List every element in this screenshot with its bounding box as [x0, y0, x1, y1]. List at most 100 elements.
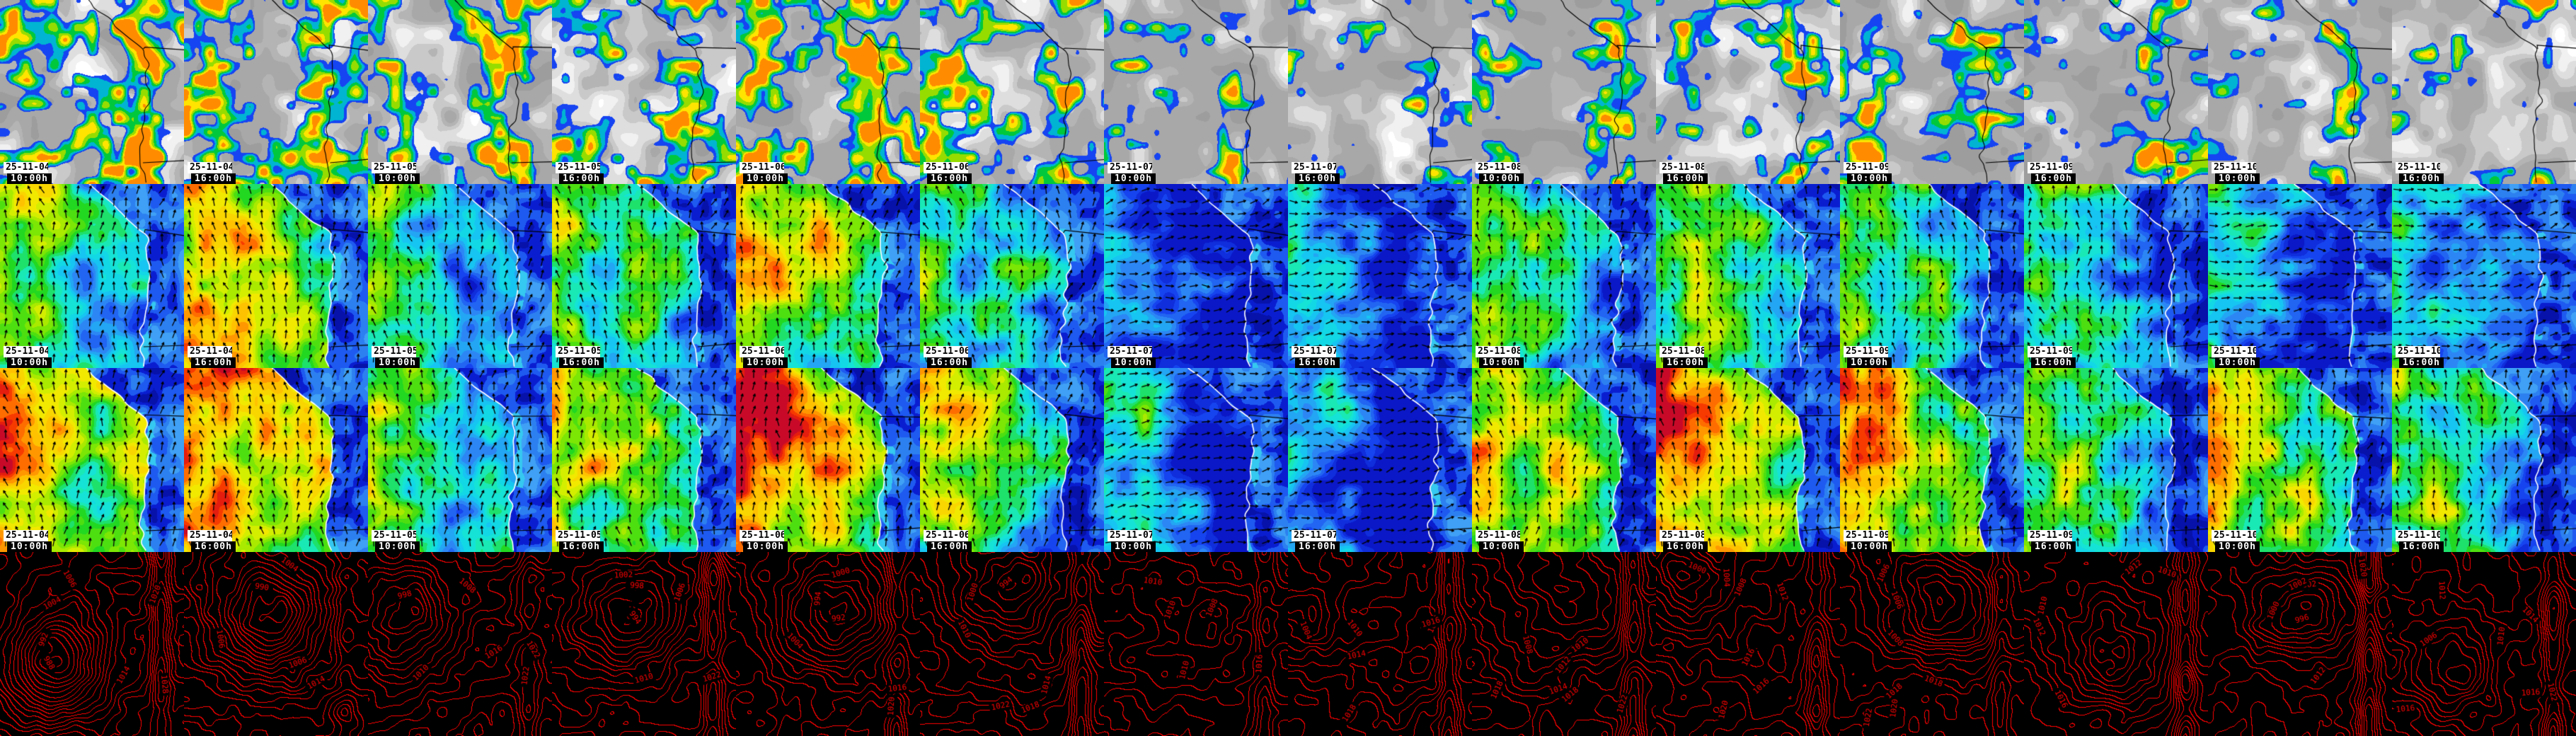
wind-field-b-panel-6[interactable]: 25-11-06 16:00h — [920, 368, 1104, 552]
wind-field-a-panel-7[interactable]: 25-11-07 10:00h — [1104, 184, 1288, 368]
map-canvas — [1104, 368, 1288, 552]
pressure-isobars-panel-9[interactable] — [1472, 552, 1656, 736]
pressure-isobars-panel-11[interactable] — [1840, 552, 2024, 736]
satellite-precip-panel-5[interactable]: 25-11-06 10:00h — [736, 0, 920, 184]
map-canvas — [1472, 552, 1656, 736]
wind-field-a-panel-9[interactable]: 25-11-08 10:00h — [1472, 184, 1656, 368]
wind-field-b-panel-13[interactable]: 25-11-10 10:00h — [2208, 368, 2392, 552]
satellite-precip-panel-11[interactable]: 25-11-09 10:00h — [1840, 0, 2024, 184]
panel-date-label: 25-11-08 — [1660, 162, 1704, 173]
wind-field-a-panel-2[interactable]: 25-11-04 16:00h — [184, 184, 368, 368]
wind-field-b-panel-8[interactable]: 25-11-07 16:00h — [1288, 368, 1472, 552]
pressure-isobars-panel-7[interactable] — [1104, 552, 1288, 736]
wind-field-b-panel-9[interactable]: 25-11-08 10:00h — [1472, 368, 1656, 552]
wind-field-b-panel-7[interactable]: 25-11-07 10:00h — [1104, 368, 1288, 552]
wind-field-a-panel-8[interactable]: 25-11-07 16:00h — [1288, 184, 1472, 368]
pressure-isobars-panel-13[interactable] — [2208, 552, 2392, 736]
panel-time-label: 16:00h — [559, 357, 604, 368]
panel-time-label: 10:00h — [1111, 357, 1156, 368]
map-canvas — [1288, 184, 1472, 368]
satellite-precip-panel-9[interactable]: 25-11-08 10:00h — [1472, 0, 1656, 184]
wind-field-a-panel-6[interactable]: 25-11-06 16:00h — [920, 184, 1104, 368]
pressure-isobars-panel-8[interactable] — [1288, 552, 1472, 736]
map-canvas — [0, 368, 184, 552]
map-canvas — [1840, 184, 2024, 368]
wind-field-b-panel-11[interactable]: 25-11-09 10:00h — [1840, 368, 2024, 552]
panel-date-label: 25-11-04 — [188, 530, 232, 541]
satellite-precip-panel-3[interactable]: 25-11-05 10:00h — [368, 0, 552, 184]
pressure-isobars-panel-10[interactable] — [1656, 552, 1840, 736]
map-canvas — [736, 552, 920, 736]
map-canvas — [1288, 0, 1472, 184]
wind-field-a-panel-11[interactable]: 25-11-09 10:00h — [1840, 184, 2024, 368]
pressure-isobars-panel-4[interactable] — [552, 552, 736, 736]
row-wind-field-b: 25-11-04 10:00h 25-11-04 16:00h 25-11-05 10:0… — [0, 368, 2576, 552]
panel-date-label: 25-11-10 — [2212, 530, 2256, 541]
panel-time-label: 10:00h — [1479, 173, 1524, 184]
wind-field-b-panel-1[interactable]: 25-11-04 10:00h — [0, 368, 184, 552]
wind-field-b-panel-4[interactable]: 25-11-05 16:00h — [552, 368, 736, 552]
panel-date-label: 25-11-08 — [1476, 162, 1520, 173]
panel-date-label: 25-11-10 — [2212, 162, 2256, 173]
map-canvas — [2392, 184, 2576, 368]
panel-time-label: 16:00h — [1295, 357, 1340, 368]
pressure-isobars-panel-3[interactable] — [368, 552, 552, 736]
pressure-isobars-panel-2[interactable] — [184, 552, 368, 736]
panel-date-label: 25-11-05 — [372, 162, 416, 173]
panel-date-label: 25-11-05 — [372, 530, 416, 541]
wind-field-b-panel-2[interactable]: 25-11-04 16:00h — [184, 368, 368, 552]
wind-field-a-panel-3[interactable]: 25-11-05 10:00h — [368, 184, 552, 368]
wind-field-a-panel-13[interactable]: 25-11-10 10:00h — [2208, 184, 2392, 368]
panel-time-label: 16:00h — [2031, 357, 2076, 368]
map-canvas — [1104, 0, 1288, 184]
panel-date-label: 25-11-06 — [740, 162, 784, 173]
wind-field-a-panel-1[interactable]: 25-11-04 10:00h — [0, 184, 184, 368]
wind-field-b-panel-14[interactable]: 25-11-10 16:00h — [2392, 368, 2576, 552]
panel-date-label: 25-11-06 — [740, 530, 784, 541]
satellite-precip-panel-10[interactable]: 25-11-08 16:00h — [1656, 0, 1840, 184]
wind-field-b-panel-12[interactable]: 25-11-09 16:00h — [2024, 368, 2208, 552]
map-canvas — [1656, 0, 1840, 184]
row-satellite-precip: 25-11-04 10:00h 25-11-04 16:00h 25-11-05 10:0… — [0, 0, 2576, 184]
satellite-precip-panel-4[interactable]: 25-11-05 16:00h — [552, 0, 736, 184]
map-canvas — [2208, 184, 2392, 368]
wind-field-b-panel-5[interactable]: 25-11-06 10:00h — [736, 368, 920, 552]
map-canvas — [368, 552, 552, 736]
pressure-isobars-panel-5[interactable] — [736, 552, 920, 736]
wind-field-a-panel-5[interactable]: 25-11-06 10:00h — [736, 184, 920, 368]
satellite-precip-panel-8[interactable]: 25-11-07 16:00h — [1288, 0, 1472, 184]
panel-time-label: 10:00h — [1847, 173, 1892, 184]
panel-time-label: 16:00h — [191, 357, 236, 368]
panel-time-label: 16:00h — [559, 541, 604, 552]
panel-date-label: 25-11-09 — [2028, 530, 2072, 541]
satellite-precip-panel-12[interactable]: 25-11-09 16:00h — [2024, 0, 2208, 184]
panel-date-label: 25-11-08 — [1476, 530, 1520, 541]
wind-field-a-panel-14[interactable]: 25-11-10 16:00h — [2392, 184, 2576, 368]
wind-field-a-panel-4[interactable]: 25-11-05 16:00h — [552, 184, 736, 368]
satellite-precip-panel-13[interactable]: 25-11-10 10:00h — [2208, 0, 2392, 184]
pressure-isobars-panel-14[interactable] — [2392, 552, 2576, 736]
map-canvas — [0, 0, 184, 184]
pressure-isobars-panel-6[interactable] — [920, 552, 1104, 736]
panel-date-label: 25-11-06 — [924, 346, 968, 357]
wind-field-a-panel-10[interactable]: 25-11-08 16:00h — [1656, 184, 1840, 368]
wind-field-a-panel-12[interactable]: 25-11-09 16:00h — [2024, 184, 2208, 368]
wind-field-b-panel-10[interactable]: 25-11-08 16:00h — [1656, 368, 1840, 552]
satellite-precip-panel-2[interactable]: 25-11-04 16:00h — [184, 0, 368, 184]
panel-time-label: 10:00h — [7, 173, 52, 184]
map-canvas — [736, 368, 920, 552]
satellite-precip-panel-6[interactable]: 25-11-06 16:00h — [920, 0, 1104, 184]
panel-date-label: 25-11-04 — [4, 530, 48, 541]
pressure-isobars-panel-1[interactable] — [0, 552, 184, 736]
wind-field-b-panel-3[interactable]: 25-11-05 10:00h — [368, 368, 552, 552]
map-canvas — [1104, 552, 1288, 736]
satellite-precip-panel-7[interactable]: 25-11-07 10:00h — [1104, 0, 1288, 184]
satellite-precip-panel-1[interactable]: 25-11-04 10:00h — [0, 0, 184, 184]
panel-date-label: 25-11-10 — [2212, 346, 2256, 357]
panel-date-label: 25-11-07 — [1292, 162, 1336, 173]
pressure-isobars-panel-12[interactable] — [2024, 552, 2208, 736]
map-canvas — [920, 184, 1104, 368]
panel-time-label: 16:00h — [1295, 173, 1340, 184]
satellite-precip-panel-14[interactable]: 25-11-10 16:00h — [2392, 0, 2576, 184]
panel-time-label: 16:00h — [2031, 541, 2076, 552]
